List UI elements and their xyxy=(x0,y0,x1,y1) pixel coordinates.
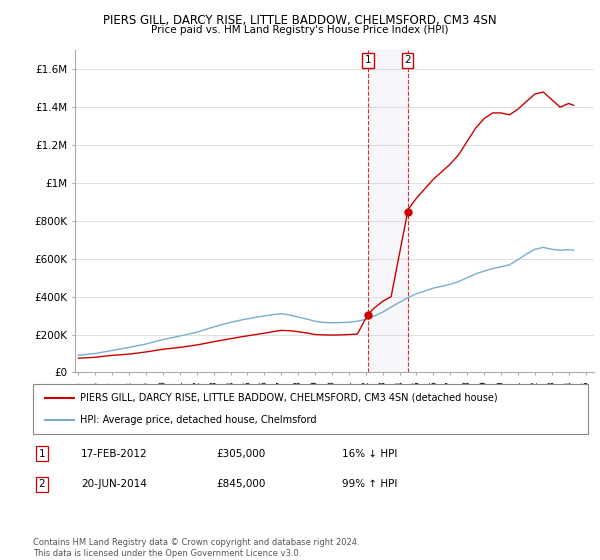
Text: 99% ↑ HPI: 99% ↑ HPI xyxy=(342,479,397,489)
Text: 16% ↓ HPI: 16% ↓ HPI xyxy=(342,449,397,459)
Text: £305,000: £305,000 xyxy=(216,449,265,459)
FancyBboxPatch shape xyxy=(33,384,588,434)
Text: 1: 1 xyxy=(38,449,46,459)
Text: PIERS GILL, DARCY RISE, LITTLE BADDOW, CHELMSFORD, CM3 4SN (detached house): PIERS GILL, DARCY RISE, LITTLE BADDOW, C… xyxy=(80,393,498,403)
Text: Contains HM Land Registry data © Crown copyright and database right 2024.: Contains HM Land Registry data © Crown c… xyxy=(33,538,359,547)
Text: 1: 1 xyxy=(364,55,371,65)
Text: PIERS GILL, DARCY RISE, LITTLE BADDOW, CHELMSFORD, CM3 4SN: PIERS GILL, DARCY RISE, LITTLE BADDOW, C… xyxy=(103,14,497,27)
Text: 2: 2 xyxy=(404,55,411,65)
Text: Price paid vs. HM Land Registry's House Price Index (HPI): Price paid vs. HM Land Registry's House … xyxy=(151,25,449,35)
Text: 20-JUN-2014: 20-JUN-2014 xyxy=(81,479,147,489)
Text: 2: 2 xyxy=(38,479,46,489)
Bar xyxy=(368,50,407,372)
Text: £845,000: £845,000 xyxy=(216,479,265,489)
Text: 17-FEB-2012: 17-FEB-2012 xyxy=(81,449,148,459)
Text: HPI: Average price, detached house, Chelmsford: HPI: Average price, detached house, Chel… xyxy=(80,415,317,425)
Text: This data is licensed under the Open Government Licence v3.0.: This data is licensed under the Open Gov… xyxy=(33,549,301,558)
